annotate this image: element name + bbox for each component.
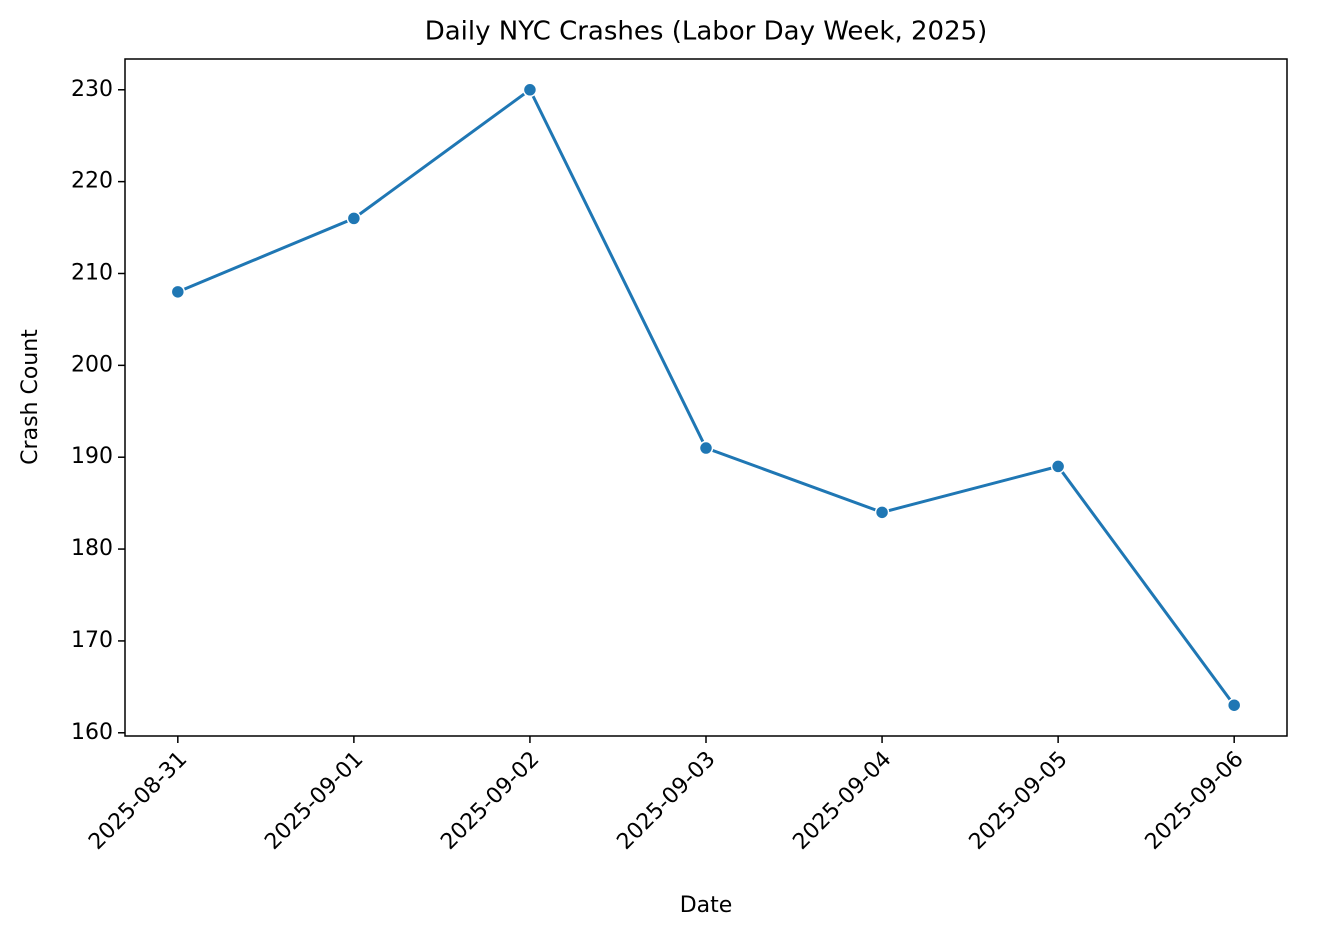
data-line [177,87,1236,707]
x-tick-label: 2025-09-02 [436,747,544,855]
y-tick-label: 200 [71,352,113,377]
y-tick-label: 190 [71,444,113,469]
y-axis-label: Crash Count [18,329,43,465]
x-axis-label: Date [680,893,733,918]
y-tick-label: 210 [71,260,113,285]
x-tick-label: 2025-09-04 [788,747,896,855]
data-point [346,211,362,226]
data-point [522,82,538,98]
plot-frame [124,58,1288,737]
x-tick-label: 2025-09-06 [1141,747,1249,855]
y-tick-label: 230 [71,77,113,102]
y-tick-label: 160 [71,720,113,745]
data-point [874,505,890,520]
x-tick-label: 2025-09-05 [965,747,1073,855]
data-point [1226,697,1242,713]
y-tick-label: 170 [71,628,113,653]
x-tick-label: 2025-09-01 [260,747,368,855]
y-tick-label: 180 [71,536,113,561]
data-point [170,284,186,300]
chart-title: Daily NYC Crashes (Labor Day Week, 2025) [425,17,988,47]
y-tick-label: 220 [71,169,113,194]
data-point [1050,459,1066,474]
x-tick-label: 2025-08-31 [84,747,192,855]
data-point [698,440,714,456]
x-tick-label: 2025-09-03 [612,747,720,855]
